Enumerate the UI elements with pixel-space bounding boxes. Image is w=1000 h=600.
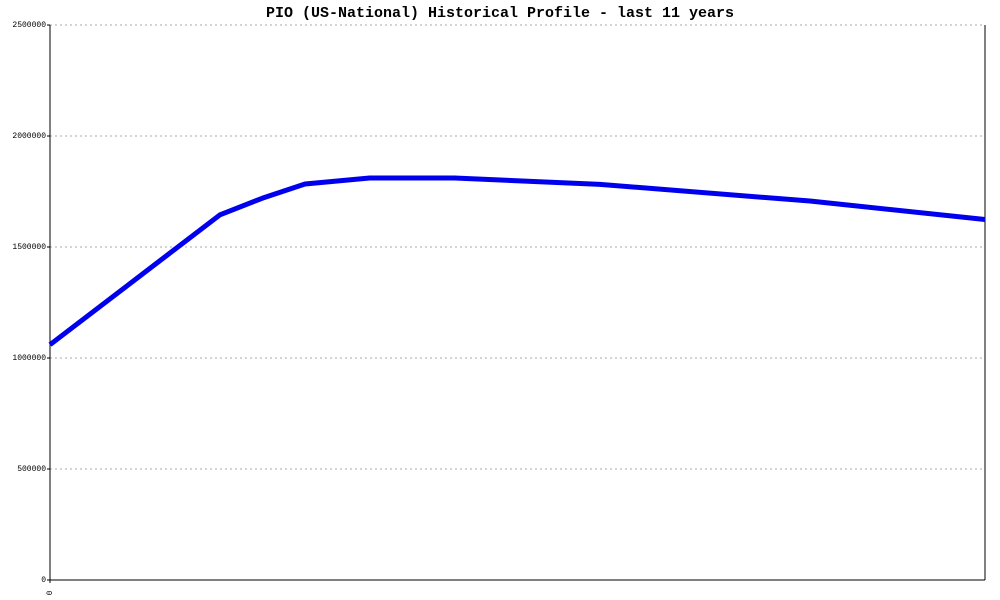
y-tick-label: 2000000	[12, 132, 46, 141]
y-tick-label: 1500000	[12, 243, 46, 252]
data-line	[48, 175, 986, 347]
y-tick-label: 500000	[17, 465, 46, 474]
chart-title: PIO (US-National) Historical Profile - l…	[266, 5, 734, 22]
y-tick-label: 2500000	[12, 21, 46, 30]
y-tick-label: 0	[41, 576, 46, 585]
y-tick-label: 1000000	[12, 354, 46, 363]
x-tick-label: 0	[46, 590, 55, 595]
